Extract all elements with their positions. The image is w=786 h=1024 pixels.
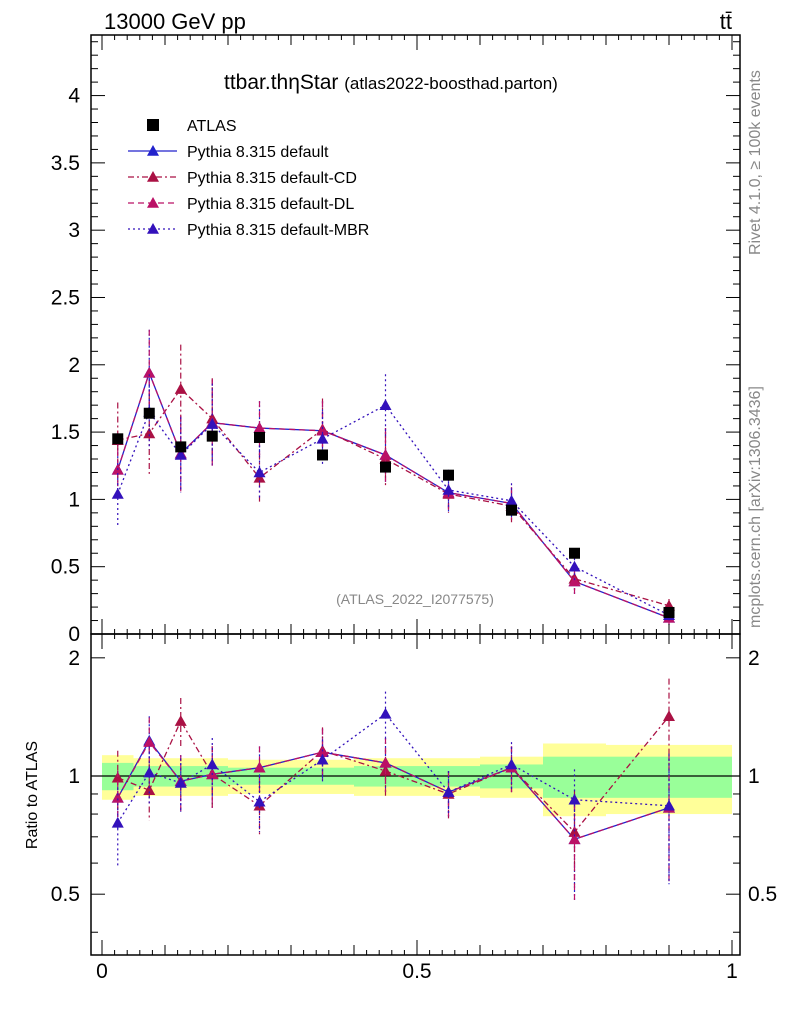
series-marker-mbr [442,483,455,495]
ratio-marker-dl [379,756,392,768]
main-y-tick-label: 0.5 [51,556,80,579]
data-point-atlas [569,547,580,559]
axes: 0 0.5 1 1.5 2 2.5 3 3.5 4 0 0.5 1 0.5 0.5 1 1 2 2 [51,34,777,983]
main-y-tick-label: 3.5 [51,152,80,175]
series-line-mbr [117,404,670,616]
ratio-marker-mbr [505,758,518,770]
series-marker-dl [143,366,156,378]
main-y-tick-label: 3 [68,219,80,242]
ratio-marker-mbr [442,786,455,797]
series-marker-mbr [111,488,124,499]
main-y-tick-label: 1.5 [51,421,80,444]
ratio-line-dl [117,740,670,841]
series-marker-mbr [568,560,581,572]
rivet-version-label: Rivet 4.1.0, ≥ 100k events [747,70,764,255]
legend-marker-default [147,145,159,156]
legend-label-default: Pythia 8.315 default [187,144,329,161]
series-marker-dl [316,424,329,436]
ratio-marker-mbr [253,795,266,807]
ratio-marker-mbr [568,793,581,805]
ratio-line-mbr [117,712,670,824]
plot-title: ttbar.thηStar (atlas2022-boosthad.parton… [224,71,558,94]
ratio-panel-series [111,678,675,902]
ratio-marker-cd [663,710,675,722]
series-marker-mbr [316,432,329,444]
data-point-atlas [254,431,265,443]
series-marker-dl [568,575,581,587]
series-marker-mbr [206,418,219,429]
series-marker-mbr [505,494,518,506]
main-panel-series [111,329,675,625]
ratio-marker-dl [111,791,124,803]
main-y-tick-label: 1 [68,488,80,511]
ratio-y-tick-label-right: 2 [748,647,760,670]
data-point-atlas [143,407,155,419]
legend-marker-dl [147,197,159,208]
plot-title-sub: (atlas2022-boosthad.parton) [344,74,558,93]
legend-marker-cd [147,171,159,182]
ratio-marker-cd [143,784,156,796]
legend-marker-atlas [147,119,159,131]
mcplots-label: mcplots.cern.ch [arXiv:1306.3436] [747,386,764,628]
ratio-marker-mbr [174,776,187,788]
ratio-y-tick-label: 2 [68,647,80,670]
data-point-atlas [663,606,675,618]
data-point-atlas [175,441,187,453]
series-marker-mbr [174,448,187,460]
ratio-y-tick-label-right: 0.5 [748,883,777,906]
x-tick-label: 1 [726,960,738,983]
analysis-watermark: (ATLAS_2022_I2077575) [336,591,494,607]
data-point-atlas [380,461,391,473]
series-marker-dl [253,422,266,433]
data-point-atlas [506,504,517,516]
data-point-atlas [206,430,218,442]
ratio-marker-mbr [111,816,124,828]
data-point-atlas [317,449,328,461]
ratio-marker-mbr [206,758,219,770]
legend-marker-mbr [147,223,159,234]
plot-title-main: ttbar.thηStar [224,71,338,94]
ratio-marker-mbr [316,753,329,765]
legend-label-cd: Pythia 8.315 default-CD [187,170,357,187]
ratio-panel-frame [90,633,741,956]
ratio-marker-cd [111,771,124,783]
ratio-marker-dl [253,761,266,773]
ratio-y-tick-label: 0.5 [51,883,80,906]
series-marker-dl [379,448,392,460]
ratio-marker-mbr [663,799,675,811]
ratio-y-tick-label: 1 [68,765,80,788]
main-y-tick-label: 2 [68,354,80,377]
ratio-marker-mbr [143,766,156,778]
series-marker-mbr [253,466,266,478]
legend-label-atlas: ATLAS [187,118,237,135]
process-label: tt̄ [720,9,732,34]
main-y-tick-label: 4 [68,85,80,108]
energy-label: 13000 GeV pp [104,9,246,34]
legend: ATLAS Pythia 8.315 default Pythia 8.315 de… [128,118,369,239]
series-marker-cd [174,383,187,394]
data-point-atlas [443,469,454,481]
x-tick-label: 0 [96,960,108,983]
data-point-atlas [112,433,124,445]
main-y-tick-label: 2.5 [51,286,80,309]
ratio-y-axis-label: Ratio to ATLAS [24,741,41,849]
ratio-marker-cd [568,826,581,837]
series-line-dl [117,370,670,619]
ratio-marker-cd [174,715,187,726]
legend-label-dl: Pythia 8.315 default-DL [187,196,354,213]
ratio-marker-dl [143,736,156,747]
ratio-marker-dl [316,746,329,757]
ratio-y-tick-label-right: 1 [748,765,760,788]
series-marker-mbr [379,399,392,410]
ratio-marker-mbr [379,707,392,719]
ratio-marker-dl [568,833,581,845]
legend-label-mbr: Pythia 8.315 default-MBR [187,222,369,239]
series-line-default [117,370,670,619]
series-marker-cd [143,427,156,439]
main-y-tick-label: 0 [68,623,80,646]
x-tick-label: 0.5 [402,960,431,983]
